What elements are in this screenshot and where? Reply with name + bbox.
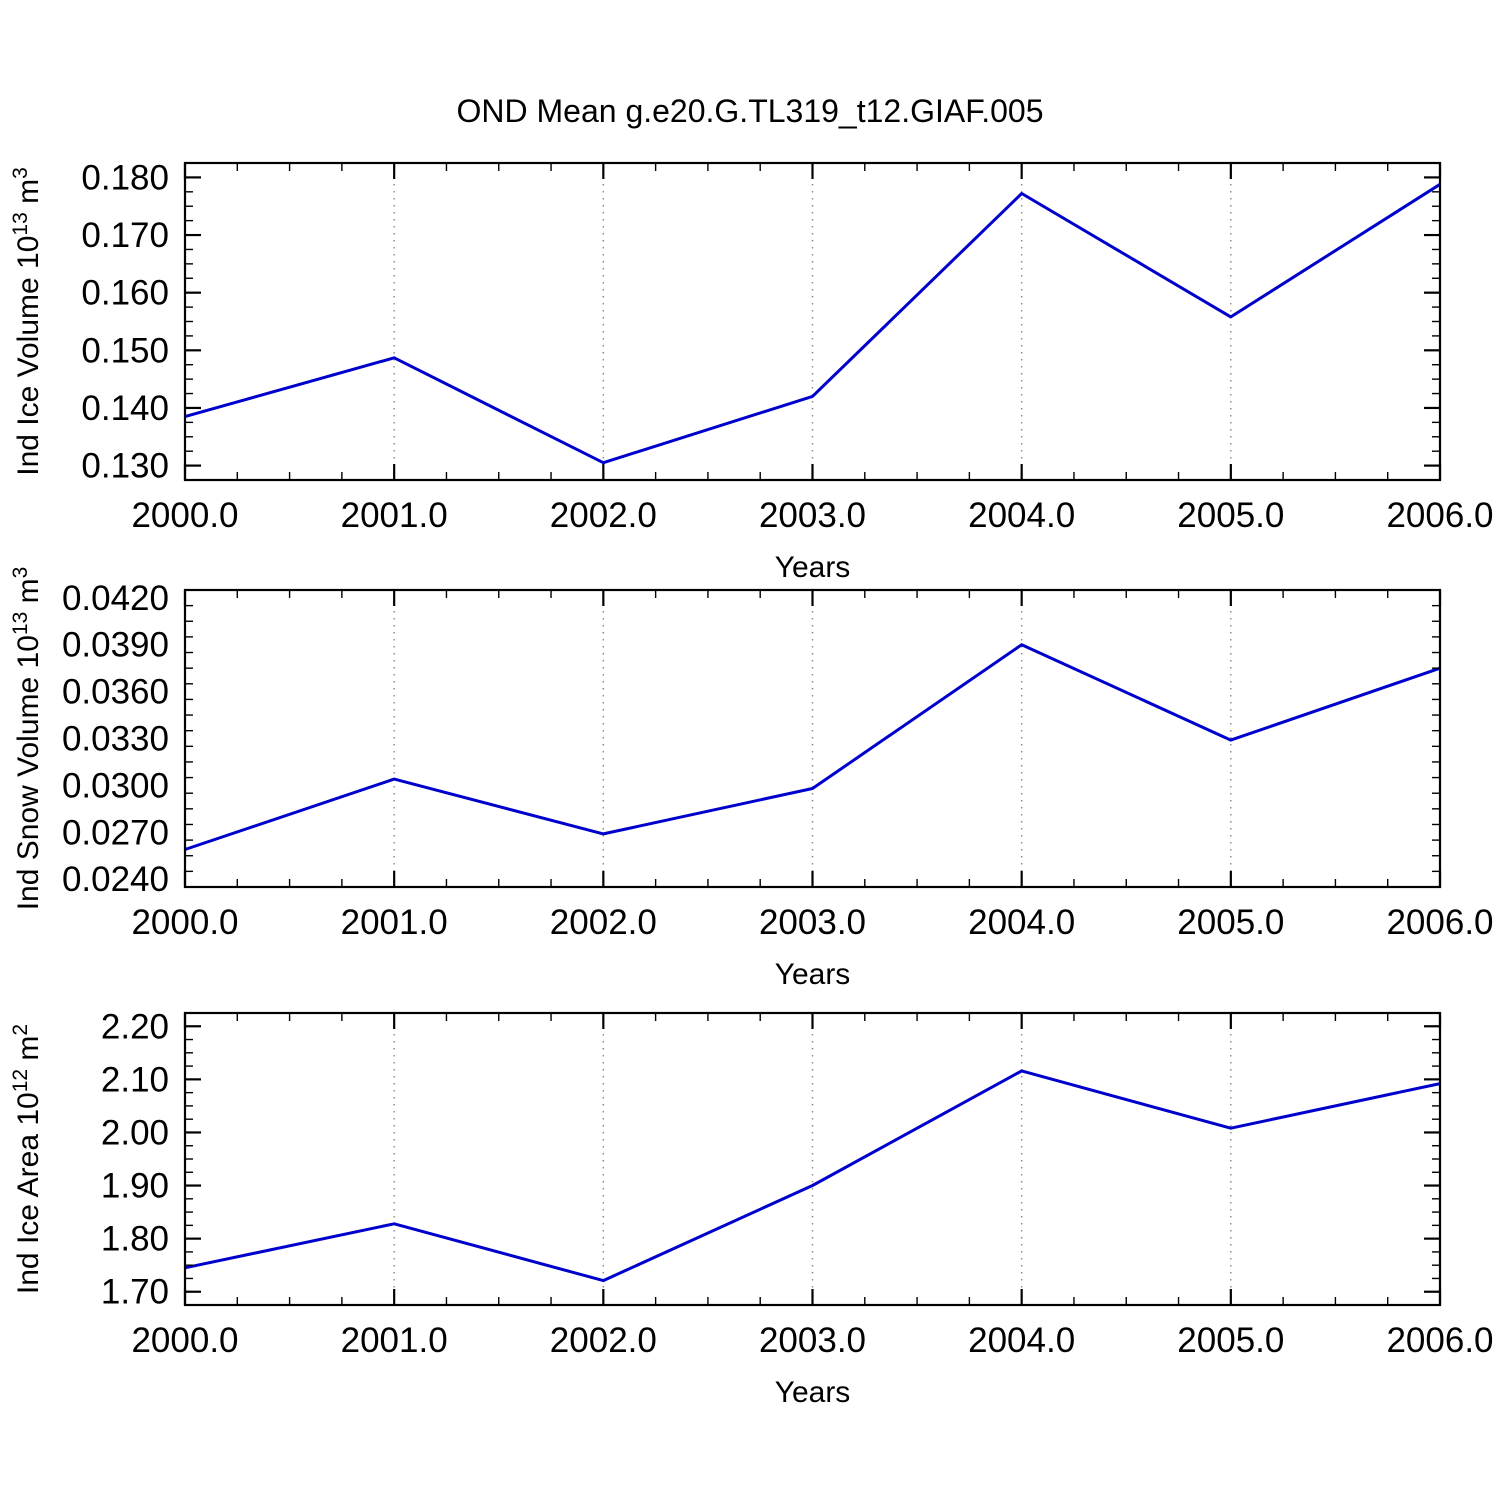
y-tick-label: 2.10	[101, 1060, 169, 1099]
x-tick-label: 2003.0	[759, 1321, 866, 1360]
data-line	[184, 183, 1441, 465]
chart-panels: 2000.0 2001.0 2002.0 2003.0 2004.0 2005.0 2006…	[9, 158, 1494, 1409]
y-tick-label: 1.70	[101, 1273, 169, 1312]
x-tick-label: 2002.0	[550, 903, 657, 942]
y-tick-label: 0.0330	[62, 720, 169, 759]
x-axis-title: Years	[775, 1376, 851, 1409]
y-tick-label: 1.90	[101, 1167, 169, 1206]
x-tick-label: 2000.0	[131, 496, 238, 535]
x-tick-label: 2004.0	[968, 903, 1075, 942]
x-tick-label: 2006.0	[1386, 903, 1493, 942]
panel-ind-snow-volume: 2000.0 2001.0 2002.0 2003.0 2004.0 2005.0 2006…	[9, 567, 1494, 991]
x-tick-label: 2004.0	[968, 496, 1075, 535]
y-tick-label: 1.80	[101, 1220, 169, 1259]
x-tick-label: 2003.0	[759, 903, 866, 942]
x-tick-label: 2001.0	[341, 1321, 448, 1360]
data-line	[184, 643, 1441, 851]
y-axis-title: Ind Ice Area 1012 m2	[9, 1024, 45, 1294]
x-tick-label: 2002.0	[550, 496, 657, 535]
x-axis-title: Years	[775, 958, 851, 991]
x-tick-label: 2001.0	[341, 903, 448, 942]
y-tick-label: 0.140	[81, 389, 169, 428]
x-tick-label: 2005.0	[1177, 496, 1284, 535]
data-line	[184, 1069, 1441, 1283]
y-tick-label: 0.130	[81, 447, 169, 486]
x-tick-label: 2003.0	[759, 496, 866, 535]
y-axis-title: Ind Snow Volume 1013 m3	[9, 567, 45, 911]
x-tick-label: 2006.0	[1386, 1321, 1493, 1360]
plot-frame	[183, 161, 1442, 482]
panel-ind-ice-volume: 2000.0 2001.0 2002.0 2003.0 2004.0 2005.0 2006…	[9, 158, 1494, 584]
x-axis-title: Years	[775, 551, 851, 584]
x-tick-label: 2005.0	[1177, 903, 1284, 942]
x-tick-label: 2005.0	[1177, 1321, 1284, 1360]
x-tick-label: 2000.0	[131, 1321, 238, 1360]
y-tick-label: 0.0240	[62, 860, 169, 899]
x-tick-label: 2000.0	[131, 903, 238, 942]
y-tick-label: 2.20	[101, 1007, 169, 1046]
chart-title: OND Mean g.e20.G.TL319_t12.GIAF.005	[457, 93, 1044, 129]
y-tick-label: 0.150	[81, 331, 169, 370]
x-tick-label: 2001.0	[341, 496, 448, 535]
y-tick-label: 0.0420	[62, 579, 169, 618]
y-tick-label: 0.0300	[62, 766, 169, 805]
y-tick-label: 0.0270	[62, 813, 169, 852]
x-tick-label: 2004.0	[968, 1321, 1075, 1360]
y-tick-label: 0.0390	[62, 626, 169, 665]
y-axis-title: Ind Ice Volume 1013 m3	[9, 167, 45, 476]
panel-ind-ice-area: 2000.0 2001.0 2002.0 2003.0 2004.0 2005.0 2006…	[9, 1007, 1494, 1409]
y-tick-label: 0.160	[81, 274, 169, 313]
y-tick-label: 0.180	[81, 158, 169, 197]
x-tick-label: 2002.0	[550, 1321, 657, 1360]
y-tick-label: 0.0360	[62, 673, 169, 712]
x-tick-label: 2006.0	[1386, 496, 1493, 535]
y-tick-label: 2.00	[101, 1113, 169, 1152]
y-tick-label: 0.170	[81, 216, 169, 255]
plot-frame	[183, 1011, 1442, 1307]
